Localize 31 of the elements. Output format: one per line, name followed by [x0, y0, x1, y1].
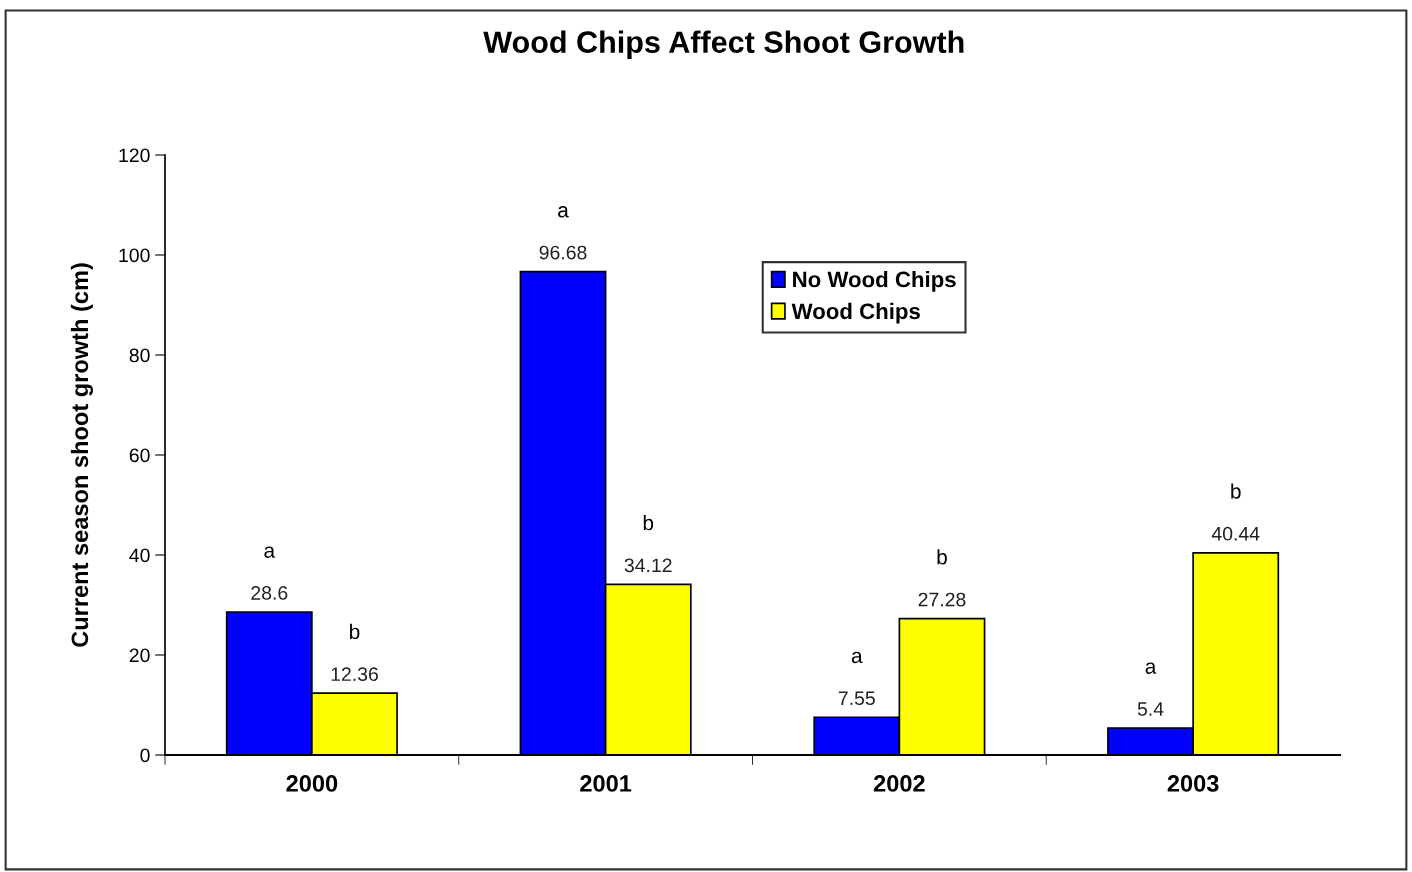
chart-title: Wood Chips Affect Shoot Growth [483, 30, 964, 59]
annotation: a [264, 546, 276, 558]
annotation: a [1145, 662, 1157, 674]
x-tick-label: 2001 [580, 775, 632, 792]
y-tick-label: 60 [129, 448, 150, 463]
data-label: 27.28 [918, 592, 966, 607]
y-tick-label: 40 [129, 548, 150, 563]
x-tick-label: 2002 [873, 775, 925, 792]
annotation: a [851, 651, 863, 664]
annotation: b [643, 514, 654, 531]
y-axis-title: Current season shoot growth (cm) [70, 263, 93, 647]
y-tick-label: 20 [129, 648, 150, 663]
annotation: b [937, 549, 947, 565]
annotation: b [350, 623, 360, 640]
legend-label: No Wood Chips [793, 271, 956, 292]
annotation: a [558, 206, 569, 218]
data-label: 28.6 [251, 586, 288, 600]
x-tick-label: 2003 [1167, 775, 1219, 792]
data-label: 34.12 [624, 558, 672, 573]
data-label: 5.4 [1137, 702, 1164, 716]
data-label: 7.55 [838, 691, 875, 706]
data-label: 96.68 [539, 245, 587, 260]
data-label: 40.44 [1211, 526, 1260, 541]
data-label: 12.36 [331, 667, 378, 682]
annotation: b [1231, 483, 1241, 499]
y-tick-label: 80 [129, 348, 150, 363]
legend-label: Wood Chips [791, 302, 920, 324]
y-tick-label: 120 [119, 148, 150, 163]
x-tick-label: 2000 [286, 775, 338, 792]
y-tick-label: 100 [119, 248, 150, 263]
y-tick-label: 0 [140, 748, 150, 763]
